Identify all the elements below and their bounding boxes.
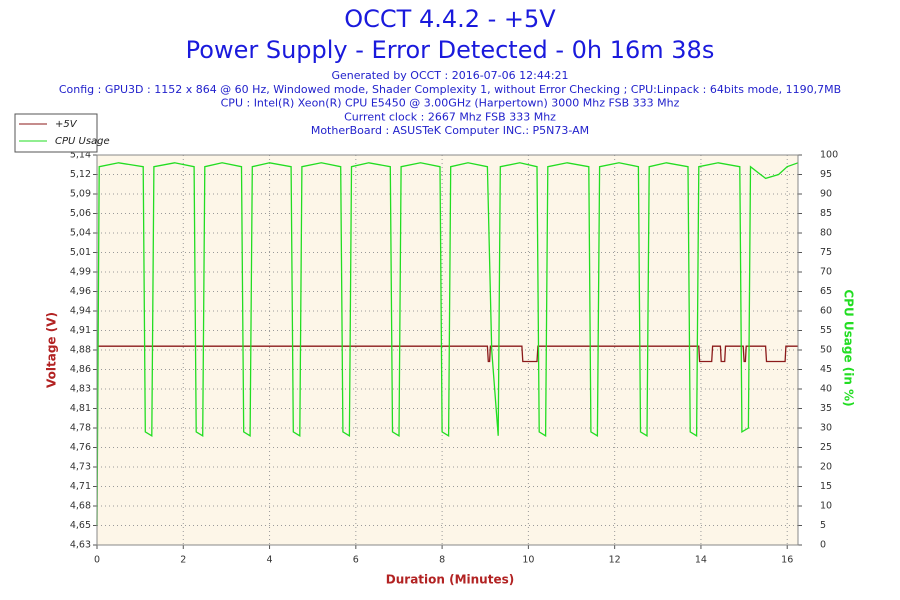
y-tick-label: 4,76	[70, 442, 91, 453]
x-tick-label: 10	[522, 555, 534, 566]
chart-title: OCCT 4.4.2 - +5V	[344, 5, 556, 33]
y2-tick-label: 60	[820, 306, 832, 317]
y-tick-label: 4,65	[70, 520, 91, 531]
x-axis-label: Duration (Minutes)	[386, 573, 514, 587]
y-tick-label: 5,01	[70, 247, 91, 258]
legend-label: +5V	[55, 119, 78, 130]
y-tick-label: 4,86	[70, 364, 91, 375]
x-tick-label: 4	[267, 555, 273, 566]
y-tick-label: 4,96	[70, 286, 91, 297]
info-line: Config : GPU3D : 1152 x 864 @ 60 Hz, Win…	[59, 83, 841, 96]
info-line: CPU : Intel(R) Xeon(R) CPU E5450 @ 3.00G…	[221, 97, 680, 110]
y2-tick-label: 5	[820, 520, 826, 531]
y2-axis-label: CPU Usage (in %)	[842, 289, 856, 406]
y2-tick-label: 25	[820, 442, 832, 453]
y-tick-label: 5,14	[70, 150, 91, 161]
y-tick-label: 4,81	[70, 403, 91, 414]
series-line	[96, 162, 799, 526]
y2-tick-label: 70	[820, 267, 832, 278]
x-tick-label: 6	[353, 555, 359, 566]
y-tick-label: 4,91	[70, 325, 91, 336]
x-tick-label: 12	[609, 555, 621, 566]
y-tick-label: 4,88	[70, 345, 91, 356]
y-tick-label: 4,94	[70, 306, 91, 317]
y2-tick-label: 55	[820, 325, 832, 336]
y-tick-label: 5,06	[70, 208, 91, 219]
y2-tick-label: 45	[820, 364, 832, 375]
legend-label: CPU Usage	[55, 136, 110, 147]
plot-frame	[96, 154, 799, 546]
x-tick-label: 0	[94, 555, 100, 566]
y-tick-label: 5,09	[70, 189, 91, 200]
y-tick-label: 4,83	[70, 384, 91, 395]
y-tick-label: 4,73	[70, 462, 91, 473]
x-tick-label: 8	[439, 555, 445, 566]
series-line	[97, 345, 798, 363]
info-line: Generated by OCCT : 2016-07-06 12:44:21	[331, 69, 568, 82]
y2-tick-label: 65	[820, 286, 832, 297]
y-axis-label: Voltage (V)	[45, 312, 59, 388]
y2-tick-label: 75	[820, 247, 832, 258]
y-tick-label: 5,12	[70, 169, 91, 180]
info-line: Current clock : 2667 Mhz FSB 333 Mhz	[344, 110, 556, 123]
y2-tick-label: 35	[820, 403, 832, 414]
info-line: MotherBoard : ASUSTeK Computer INC.: P5N…	[311, 124, 589, 137]
y2-tick-label: 40	[820, 384, 832, 395]
plot-area	[96, 154, 799, 546]
y2-tick-label: 80	[820, 228, 832, 239]
y2-tick-label: 15	[820, 481, 832, 492]
y-tick-label: 4,68	[70, 501, 91, 512]
y-tick-label: 5,04	[70, 228, 91, 239]
y2-tick-label: 95	[820, 169, 832, 180]
x-tick-label: 2	[180, 555, 186, 566]
y2-tick-label: 10	[820, 501, 832, 512]
y-tick-label: 4,71	[70, 481, 91, 492]
y-tick-label: 4,63	[70, 540, 91, 551]
chart-subtitle: Power Supply - Error Detected - 0h 16m 3…	[186, 36, 715, 64]
x-tick-label: 16	[781, 555, 793, 566]
x-tick-label: 14	[695, 555, 707, 566]
legend-box	[14, 113, 98, 153]
y2-tick-label: 20	[820, 462, 832, 473]
y2-tick-label: 30	[820, 423, 832, 434]
y2-tick-label: 100	[820, 150, 838, 161]
y2-tick-label: 50	[820, 345, 832, 356]
y2-tick-label: 90	[820, 189, 832, 200]
y-tick-label: 4,78	[70, 423, 91, 434]
y-tick-label: 4,99	[70, 267, 91, 278]
y2-tick-label: 0	[820, 540, 826, 551]
y2-tick-label: 85	[820, 208, 832, 219]
